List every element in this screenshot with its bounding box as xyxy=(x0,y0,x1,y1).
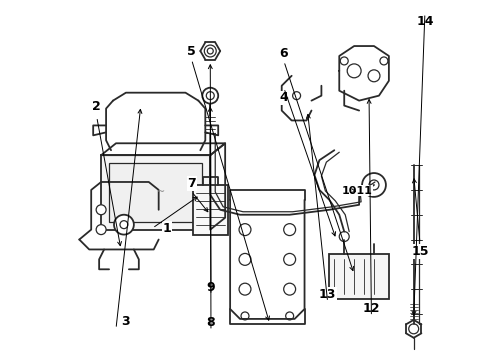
Circle shape xyxy=(368,70,380,82)
Circle shape xyxy=(114,215,134,235)
Text: 14: 14 xyxy=(416,14,434,27)
Text: 7: 7 xyxy=(187,177,196,190)
Circle shape xyxy=(284,224,295,235)
Text: 1: 1 xyxy=(163,222,172,235)
Circle shape xyxy=(214,194,222,202)
Text: 1011: 1011 xyxy=(342,186,372,196)
Circle shape xyxy=(284,283,295,295)
Text: 15: 15 xyxy=(411,245,429,258)
Text: 6: 6 xyxy=(280,47,288,60)
Circle shape xyxy=(380,57,388,65)
Text: 4: 4 xyxy=(279,91,288,104)
Text: 3: 3 xyxy=(122,315,130,328)
Text: ~: ~ xyxy=(157,187,165,197)
Text: 5: 5 xyxy=(187,45,196,58)
Circle shape xyxy=(409,324,418,334)
Circle shape xyxy=(362,173,386,197)
Circle shape xyxy=(339,231,349,242)
Bar xyxy=(194,185,228,235)
Bar xyxy=(109,163,202,222)
Circle shape xyxy=(96,225,106,235)
Circle shape xyxy=(340,57,348,65)
Circle shape xyxy=(120,221,128,229)
Text: 8: 8 xyxy=(207,316,215,329)
Circle shape xyxy=(204,45,216,57)
Text: 12: 12 xyxy=(363,302,380,315)
Circle shape xyxy=(239,224,251,235)
Circle shape xyxy=(239,253,251,265)
Circle shape xyxy=(96,205,106,215)
Bar xyxy=(101,155,210,230)
Text: 9: 9 xyxy=(207,281,215,294)
Circle shape xyxy=(347,64,361,78)
Text: 2: 2 xyxy=(92,100,101,113)
Circle shape xyxy=(239,283,251,295)
Circle shape xyxy=(293,92,300,100)
Circle shape xyxy=(207,48,213,54)
Circle shape xyxy=(213,205,223,215)
Text: 13: 13 xyxy=(319,288,336,301)
Circle shape xyxy=(202,88,218,104)
Circle shape xyxy=(206,92,214,100)
Circle shape xyxy=(286,312,294,320)
Circle shape xyxy=(284,253,295,265)
Bar xyxy=(329,255,389,299)
Circle shape xyxy=(241,312,249,320)
Circle shape xyxy=(369,180,379,190)
